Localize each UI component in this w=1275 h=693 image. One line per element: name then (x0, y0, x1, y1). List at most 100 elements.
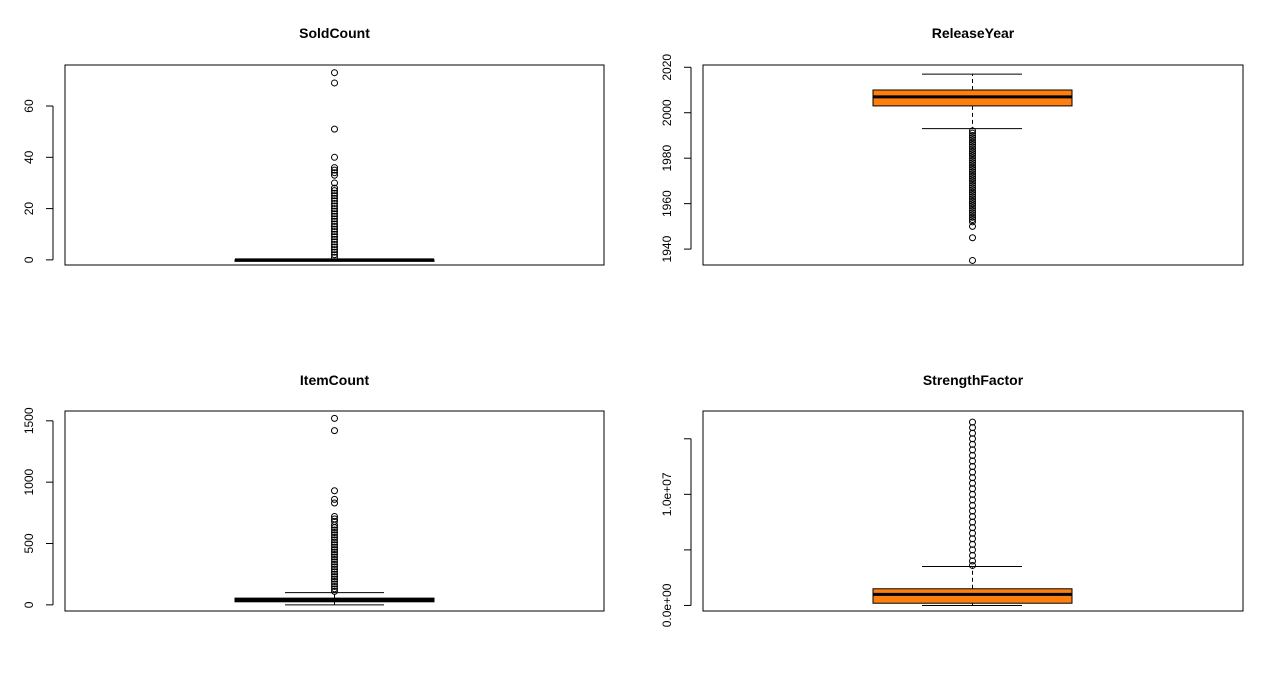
y-tick-label: 2020 (660, 54, 674, 81)
outlier-point (969, 193, 976, 201)
y-tick-label: 1500 (22, 407, 36, 434)
outlier-point (331, 253, 338, 261)
y-tick-label: 2000 (660, 99, 674, 126)
chart-title: SoldCount (299, 25, 370, 41)
outlier-point (331, 207, 338, 215)
y-tick-label: 0.0e+00 (660, 583, 674, 627)
outlier-point (969, 156, 976, 164)
outlier-point (331, 515, 338, 523)
outlier-point (969, 136, 976, 144)
outlier-point (969, 177, 976, 185)
y-tick-label: 500 (22, 533, 36, 553)
y-tick-label: 1980 (660, 145, 674, 172)
outlier-point (331, 184, 338, 192)
outlier-point (331, 568, 338, 576)
outlier-point (969, 200, 976, 208)
y-tick-label: 1000 (22, 468, 36, 495)
outlier-point (331, 243, 338, 251)
outlier-point (969, 202, 976, 210)
outlier-point (331, 543, 338, 551)
y-tick-label: 1960 (660, 190, 674, 217)
outlier-point (969, 161, 976, 169)
outlier-point (331, 558, 338, 566)
outlier-point (331, 235, 338, 243)
outlier-point (331, 79, 338, 87)
outlier-point (969, 141, 976, 149)
outlier-point (969, 216, 976, 224)
outlier-point (331, 197, 338, 205)
outlier-point (331, 233, 338, 241)
y-tick-label: 1940 (660, 235, 674, 262)
outlier-point (331, 536, 338, 544)
outlier-point (331, 548, 338, 556)
outlier-point (969, 131, 976, 139)
outlier-point (969, 159, 976, 167)
outlier-point (331, 225, 338, 233)
outlier-point (331, 565, 338, 573)
outlier-point (331, 194, 338, 202)
outlier-point (969, 163, 976, 171)
outlier-point (969, 191, 976, 199)
y-tick-label: 1.0e+07 (660, 472, 674, 516)
outlier-point (331, 210, 338, 218)
plot-frame (702, 64, 1244, 266)
outlier-point (331, 560, 338, 568)
outlier-point (331, 563, 338, 571)
chart-title: ReleaseYear (932, 25, 1015, 41)
outlier-point (331, 212, 338, 220)
outlier-point (331, 199, 338, 207)
outlier-point (331, 427, 338, 435)
outlier-point (331, 414, 338, 422)
y-tick-label: 60 (22, 99, 36, 113)
outlier-point (331, 125, 338, 133)
outlier-point (331, 228, 338, 236)
outlier-point (331, 240, 338, 248)
chart-title: StrengthFactor (923, 372, 1024, 388)
outlier-point (331, 495, 338, 503)
outlier-point (969, 154, 976, 162)
outlier-point (969, 209, 976, 217)
outlier-point (331, 531, 338, 539)
outlier-point (969, 127, 976, 135)
outlier-point (969, 145, 976, 153)
outlier-point (331, 171, 338, 179)
outlier-point (969, 175, 976, 183)
iqr-box (872, 588, 1073, 604)
outlier-point (969, 150, 976, 158)
outlier-point (331, 169, 338, 177)
chart-panel-3: ItemCount 0 500 1000 1500 (22, 372, 605, 612)
outlier-point (331, 578, 338, 586)
outlier-point (331, 223, 338, 231)
plot-frame (702, 410, 1244, 612)
outlier-point (331, 69, 338, 77)
outlier-point (969, 170, 976, 178)
outlier-point (331, 528, 338, 536)
outlier-point (331, 487, 338, 495)
outlier-point (969, 147, 976, 155)
outlier-point (969, 188, 976, 196)
outlier-point (331, 215, 338, 223)
outlier-point (969, 418, 976, 426)
outlier-point (969, 168, 976, 176)
plot-frame (64, 410, 605, 612)
outlier-point (331, 585, 338, 593)
outlier-point (331, 555, 338, 563)
outlier-point (969, 138, 976, 146)
outlier-point (969, 211, 976, 219)
outlier-point (331, 513, 338, 521)
outlier-point (331, 179, 338, 187)
outlier-point (969, 218, 976, 226)
outlier-point (331, 246, 338, 254)
outlier-point (331, 217, 338, 225)
outlier-point (331, 220, 338, 228)
outlier-point (331, 499, 338, 507)
outlier-point (969, 197, 976, 205)
outlier-point (969, 184, 976, 192)
outlier-point (969, 206, 976, 214)
outlier-point (331, 553, 338, 561)
outlier-point (331, 551, 338, 559)
outlier-point (969, 172, 976, 180)
outlier-point (969, 204, 976, 212)
outlier-point (969, 186, 976, 194)
